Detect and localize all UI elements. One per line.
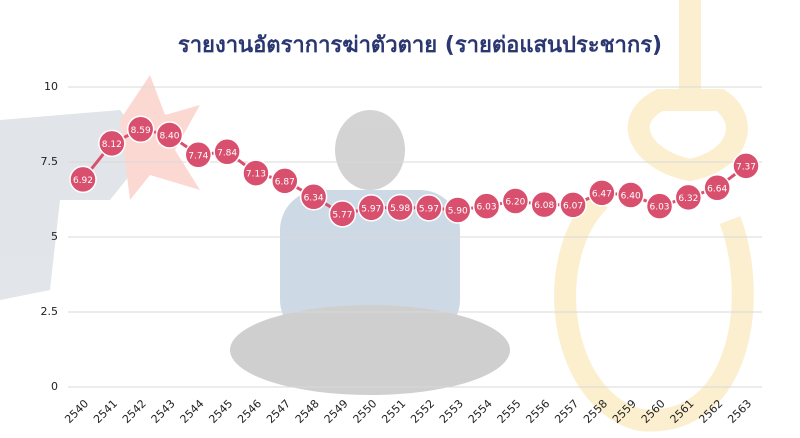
value-label: 5.77 — [332, 210, 352, 220]
x-tick-label: 2543 — [149, 397, 178, 426]
x-tick-label: 2544 — [178, 397, 207, 426]
value-label: 6.20 — [505, 198, 525, 208]
value-label: 6.32 — [678, 194, 698, 204]
data-point — [271, 167, 299, 195]
data-point — [415, 194, 443, 222]
data-point — [645, 192, 674, 220]
data-point — [588, 179, 616, 207]
data-point — [184, 141, 213, 169]
value-label: 7.84 — [217, 148, 237, 158]
value-label: 7.13 — [246, 170, 266, 180]
x-tick-label: 2548 — [293, 397, 322, 426]
value-label: 7.37 — [736, 162, 756, 172]
x-tick-label: 2557 — [552, 397, 581, 426]
x-tick-label: 2542 — [120, 397, 149, 426]
value-label: 6.08 — [534, 201, 554, 211]
data-point — [472, 192, 501, 220]
noose-shape — [554, 0, 754, 432]
data-point — [703, 174, 731, 202]
x-tick-label: 2554 — [466, 397, 495, 426]
value-label: 8.40 — [159, 132, 179, 142]
value-label: 6.87 — [275, 177, 295, 187]
y-tick-label: 7.5 — [41, 155, 59, 168]
data-point — [530, 190, 558, 219]
value-label: 6.03 — [477, 203, 497, 213]
data-point — [213, 138, 241, 166]
x-tick-label: 2545 — [206, 397, 235, 426]
value-label: 6.64 — [707, 184, 727, 194]
x-tick-label: 2541 — [91, 397, 120, 426]
data-point — [242, 159, 270, 187]
background-illustration — [0, 0, 754, 432]
data-point — [69, 165, 97, 194]
x-tick-label: 2551 — [379, 397, 408, 426]
data-point — [328, 200, 357, 228]
value-label: 6.07 — [563, 201, 583, 211]
head-shape — [335, 110, 405, 190]
value-label: 7.74 — [188, 151, 208, 161]
data-point — [386, 193, 414, 222]
value-label: 6.34 — [304, 193, 324, 203]
value-label: 6.92 — [73, 176, 93, 186]
chart-title: รายงานอัตราการฆ่าตัวตาย (รายต่อแสนประชาก… — [178, 33, 662, 58]
y-tick-label: 0 — [51, 380, 58, 393]
data-point — [616, 181, 645, 209]
x-tick-label: 2540 — [62, 397, 91, 426]
data-point — [501, 187, 530, 215]
gun-shape — [0, 110, 150, 300]
value-label: 8.12 — [102, 140, 122, 150]
data-point — [98, 129, 126, 158]
data-point — [559, 191, 587, 219]
x-tick-label: 2549 — [322, 397, 351, 426]
data-point — [155, 121, 184, 149]
data-point — [674, 183, 703, 212]
x-tick-label: 2556 — [523, 397, 552, 426]
data-point — [732, 152, 760, 180]
legs-shape — [230, 305, 510, 395]
value-label: 6.03 — [649, 203, 669, 213]
x-tick-label: 2552 — [408, 397, 437, 426]
x-tick-label: 2546 — [235, 397, 264, 426]
data-point — [299, 183, 328, 211]
y-tick-label: 10 — [44, 80, 58, 93]
x-tick-label: 2563 — [725, 397, 754, 426]
x-tick-label: 2553 — [437, 397, 466, 426]
value-label: 8.59 — [131, 126, 151, 136]
value-label: 5.90 — [448, 207, 468, 217]
data-point — [357, 194, 386, 222]
value-label: 6.40 — [621, 192, 641, 202]
x-tick-label: 2550 — [351, 397, 380, 426]
data-point — [126, 115, 155, 144]
value-label: 6.47 — [592, 189, 612, 199]
data-point — [443, 196, 472, 224]
body-shape — [280, 190, 460, 340]
x-tick-label: 2555 — [495, 397, 524, 426]
y-tick-label: 5 — [51, 230, 58, 243]
value-label: 5.97 — [419, 204, 439, 214]
x-tick-label: 2547 — [264, 397, 293, 426]
value-label: 5.98 — [390, 204, 410, 214]
y-tick-label: 2.5 — [41, 305, 59, 318]
value-label: 5.97 — [361, 204, 381, 214]
